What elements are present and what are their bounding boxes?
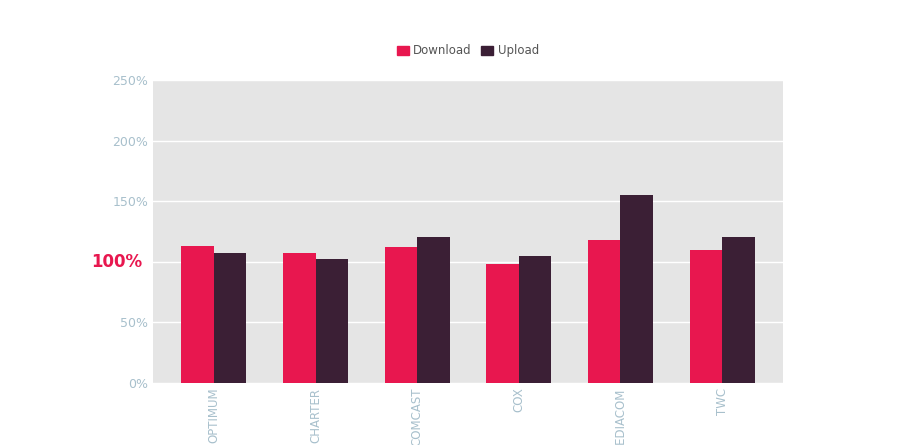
Bar xyxy=(722,238,754,383)
Text: 100%: 100% xyxy=(91,253,142,271)
Bar xyxy=(214,253,247,383)
Bar xyxy=(620,195,652,383)
Bar xyxy=(384,247,418,383)
Bar xyxy=(182,246,214,383)
Legend: Download, Upload: Download, Upload xyxy=(392,40,544,62)
Bar xyxy=(284,253,316,383)
Bar xyxy=(518,255,552,383)
Bar xyxy=(418,238,450,383)
Bar xyxy=(689,250,722,383)
Bar xyxy=(588,240,620,383)
Bar xyxy=(316,259,348,383)
Bar xyxy=(486,264,518,383)
